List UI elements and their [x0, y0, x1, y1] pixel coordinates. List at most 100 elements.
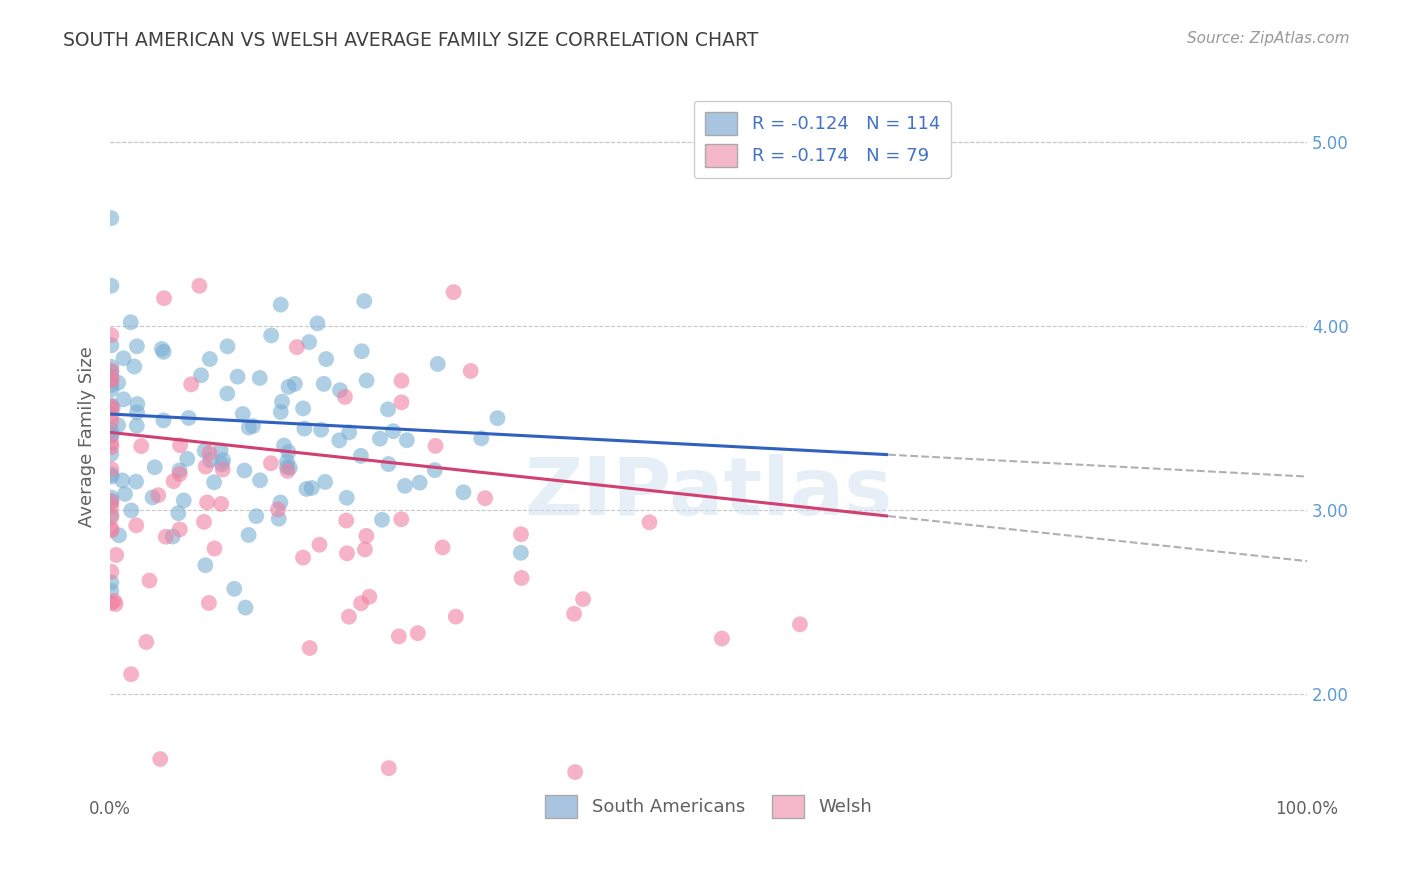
Y-axis label: Average Family Size: Average Family Size — [79, 345, 96, 526]
Point — [249, 371, 271, 385]
Point — [100, 373, 122, 387]
Point — [444, 609, 467, 624]
Point — [443, 285, 465, 299]
Point — [162, 529, 184, 543]
Point — [100, 359, 122, 374]
Point — [125, 418, 148, 433]
Point — [271, 394, 294, 409]
Point — [270, 297, 292, 311]
Point — [100, 363, 122, 377]
Point — [368, 432, 391, 446]
Point — [108, 528, 131, 542]
Point — [193, 515, 215, 529]
Point — [329, 383, 352, 397]
Point — [267, 502, 290, 516]
Point — [710, 632, 733, 646]
Point — [356, 374, 378, 388]
Point — [572, 592, 595, 607]
Point — [232, 407, 254, 421]
Point — [562, 607, 585, 621]
Point — [212, 453, 235, 467]
Point — [125, 518, 148, 533]
Point — [453, 485, 475, 500]
Point — [333, 390, 356, 404]
Point — [149, 752, 172, 766]
Text: ZIPatlas: ZIPatlas — [524, 454, 893, 533]
Point — [190, 368, 212, 383]
Point — [209, 497, 232, 511]
Point — [509, 546, 531, 560]
Point — [173, 493, 195, 508]
Point — [432, 541, 454, 555]
Point — [100, 383, 122, 397]
Point — [100, 575, 122, 590]
Point — [789, 617, 811, 632]
Point — [425, 439, 447, 453]
Text: Source: ZipAtlas.com: Source: ZipAtlas.com — [1187, 31, 1350, 46]
Point — [100, 508, 122, 522]
Point — [100, 462, 122, 476]
Point — [277, 380, 299, 394]
Point — [129, 439, 152, 453]
Point — [194, 558, 217, 573]
Point — [408, 475, 430, 490]
Text: SOUTH AMERICAN VS WELSH AVERAGE FAMILY SIZE CORRELATION CHART: SOUTH AMERICAN VS WELSH AVERAGE FAMILY S… — [63, 31, 759, 50]
Point — [180, 377, 202, 392]
Point — [194, 443, 217, 458]
Point — [470, 431, 492, 445]
Point — [312, 376, 335, 391]
Point — [284, 376, 307, 391]
Point — [112, 392, 135, 407]
Point — [391, 395, 413, 409]
Point — [356, 529, 378, 543]
Point — [276, 460, 298, 475]
Point — [295, 482, 318, 496]
Point — [260, 456, 283, 470]
Point — [169, 463, 191, 477]
Point — [564, 765, 586, 780]
Point — [167, 506, 190, 520]
Point — [353, 294, 375, 309]
Point — [276, 464, 298, 478]
Point — [198, 453, 221, 467]
Point — [105, 548, 128, 562]
Point — [125, 405, 148, 419]
Point — [315, 352, 337, 367]
Point — [188, 278, 211, 293]
Point — [217, 386, 239, 401]
Point — [460, 364, 482, 378]
Point — [298, 640, 321, 655]
Point — [100, 436, 122, 450]
Point — [238, 528, 260, 542]
Point — [152, 344, 174, 359]
Point — [100, 596, 122, 610]
Point — [100, 524, 122, 538]
Point — [100, 494, 122, 508]
Point — [100, 447, 122, 461]
Point — [273, 439, 295, 453]
Point — [350, 596, 373, 610]
Point — [100, 365, 122, 379]
Point — [198, 596, 221, 610]
Point — [350, 449, 373, 463]
Point — [100, 401, 122, 416]
Point — [100, 491, 122, 505]
Point — [389, 512, 412, 526]
Point — [100, 565, 122, 579]
Point — [301, 481, 323, 495]
Point — [277, 445, 299, 459]
Point — [337, 425, 360, 440]
Point — [269, 495, 291, 509]
Point — [100, 429, 122, 443]
Point — [378, 761, 401, 775]
Point — [114, 487, 136, 501]
Point — [359, 590, 381, 604]
Point — [292, 550, 315, 565]
Point — [125, 475, 148, 489]
Point — [153, 291, 176, 305]
Point — [100, 338, 122, 352]
Point — [276, 454, 298, 468]
Point — [125, 339, 148, 353]
Point — [298, 335, 321, 350]
Point — [249, 473, 271, 487]
